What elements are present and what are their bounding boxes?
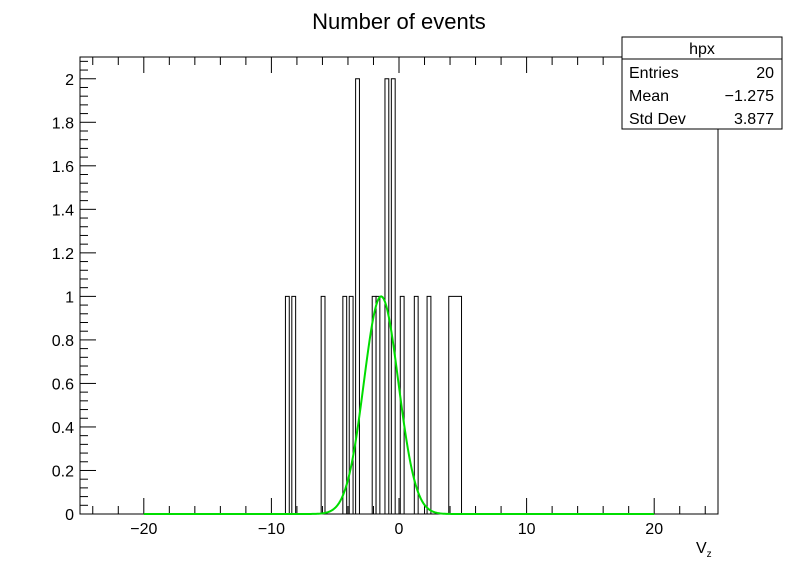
y-tick-label: 0.6 <box>52 376 74 393</box>
y-tick-label: 1.4 <box>52 202 74 219</box>
y-tick-label: 0 <box>65 507 74 524</box>
chart-title: Number of events <box>312 9 486 34</box>
stats-label-mean: Mean <box>629 88 669 105</box>
y-tick-label: 1.2 <box>52 246 74 263</box>
gaussian-fit-curve <box>143 295 655 515</box>
x-axis-label: Vz <box>696 540 712 560</box>
x-axis-tick-labels: −20 −10 0 10 20 <box>130 521 663 538</box>
stats-value-mean: −1.275 <box>725 88 774 105</box>
x-axis-label-main: V <box>696 540 707 557</box>
stats-label-stddev: Std Dev <box>629 111 686 128</box>
x-axis-label-subscript: z <box>707 549 712 560</box>
x-tick-label: −20 <box>130 521 157 538</box>
histogram-bin <box>413 295 419 515</box>
histogram-bin <box>399 295 405 515</box>
stats-box-title: hpx <box>689 41 715 58</box>
histogram-bin <box>375 295 381 515</box>
stats-value-stddev: 3.877 <box>734 111 774 128</box>
x-tick-label: 20 <box>645 521 663 538</box>
y-axis-tick-labels: 0 0.2 0.4 0.6 0.8 1 1.2 1.4 1.6 1.8 2 <box>52 72 74 524</box>
x-axis-ticks <box>92 57 706 514</box>
y-tick-label: 0.8 <box>52 333 74 350</box>
y-tick-label: 1.8 <box>52 115 74 132</box>
stats-box-frame <box>621 36 783 130</box>
stats-value-entries: 20 <box>756 65 774 82</box>
histogram-bin <box>348 295 354 515</box>
stats-label-entries: Entries <box>629 65 679 82</box>
y-tick-label: 0.4 <box>52 420 74 437</box>
histogram-bin <box>390 78 396 515</box>
y-tick-label: 0.2 <box>52 463 74 480</box>
x-tick-label: 0 <box>395 521 404 538</box>
histogram-bin <box>342 295 348 515</box>
y-tick-label: 1.6 <box>52 159 74 176</box>
stats-box: hpx Entries 20 Mean −1.275 Std Dev 3.877 <box>621 36 783 130</box>
histogram-bin <box>384 78 390 515</box>
x-tick-label: 10 <box>518 521 536 538</box>
y-tick-label: 2 <box>65 72 74 89</box>
y-tick-label: 1 <box>65 289 74 306</box>
histogram-bin <box>426 295 432 515</box>
x-tick-label: −10 <box>258 521 285 538</box>
histogram-bin <box>355 78 360 515</box>
y-axis-ticks <box>80 60 96 515</box>
